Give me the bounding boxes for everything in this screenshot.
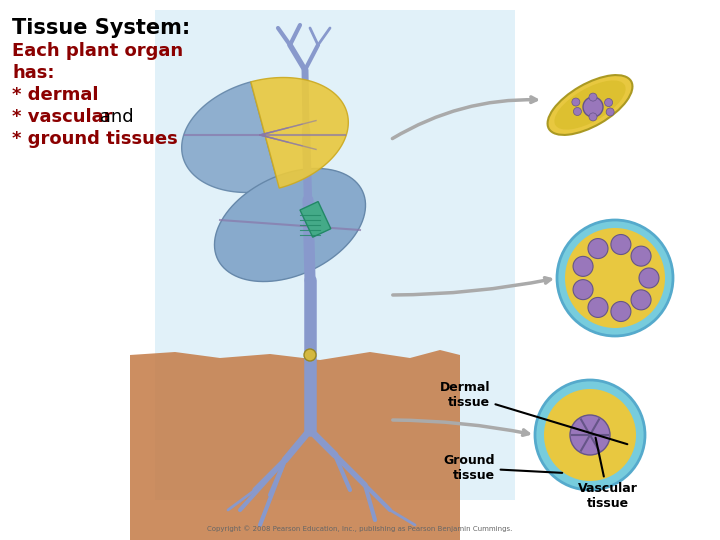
Circle shape [605,98,613,106]
Text: * vascular: * vascular [12,108,112,126]
Circle shape [573,107,582,116]
Text: Dermal
tissue: Dermal tissue [439,381,627,444]
Circle shape [588,239,608,259]
Circle shape [588,298,608,318]
Bar [155,10,515,500]
Circle shape [535,380,645,490]
Polygon shape [130,350,460,540]
Circle shape [304,349,316,361]
Text: Each plant organ: Each plant organ [12,42,183,60]
Circle shape [631,290,651,310]
Polygon shape [181,82,279,192]
Circle shape [570,415,610,455]
Ellipse shape [554,80,626,130]
Text: * ground tissues: * ground tissues [12,130,178,148]
Polygon shape [251,78,348,188]
Bar [300,201,330,237]
Circle shape [565,228,665,328]
Circle shape [544,389,636,481]
Polygon shape [215,168,366,281]
Circle shape [573,256,593,276]
Text: Vascular
tissue: Vascular tissue [578,438,638,510]
Circle shape [631,246,651,266]
Text: has:: has: [12,64,55,82]
Circle shape [572,98,580,106]
Text: Tissue System:: Tissue System: [12,18,190,38]
Circle shape [639,268,659,288]
Circle shape [606,108,614,116]
Circle shape [557,220,673,336]
Circle shape [611,301,631,321]
Circle shape [611,234,631,254]
Text: and: and [94,108,134,126]
Circle shape [583,97,603,117]
Circle shape [589,113,597,121]
Text: * dermal: * dermal [12,86,99,104]
Text: Copyright © 2008 Pearson Education, Inc., publishing as Pearson Benjamin Cumming: Copyright © 2008 Pearson Education, Inc.… [207,525,513,532]
Ellipse shape [547,75,632,135]
Circle shape [573,280,593,300]
Circle shape [589,93,597,101]
Text: Ground
tissue: Ground tissue [444,454,562,482]
